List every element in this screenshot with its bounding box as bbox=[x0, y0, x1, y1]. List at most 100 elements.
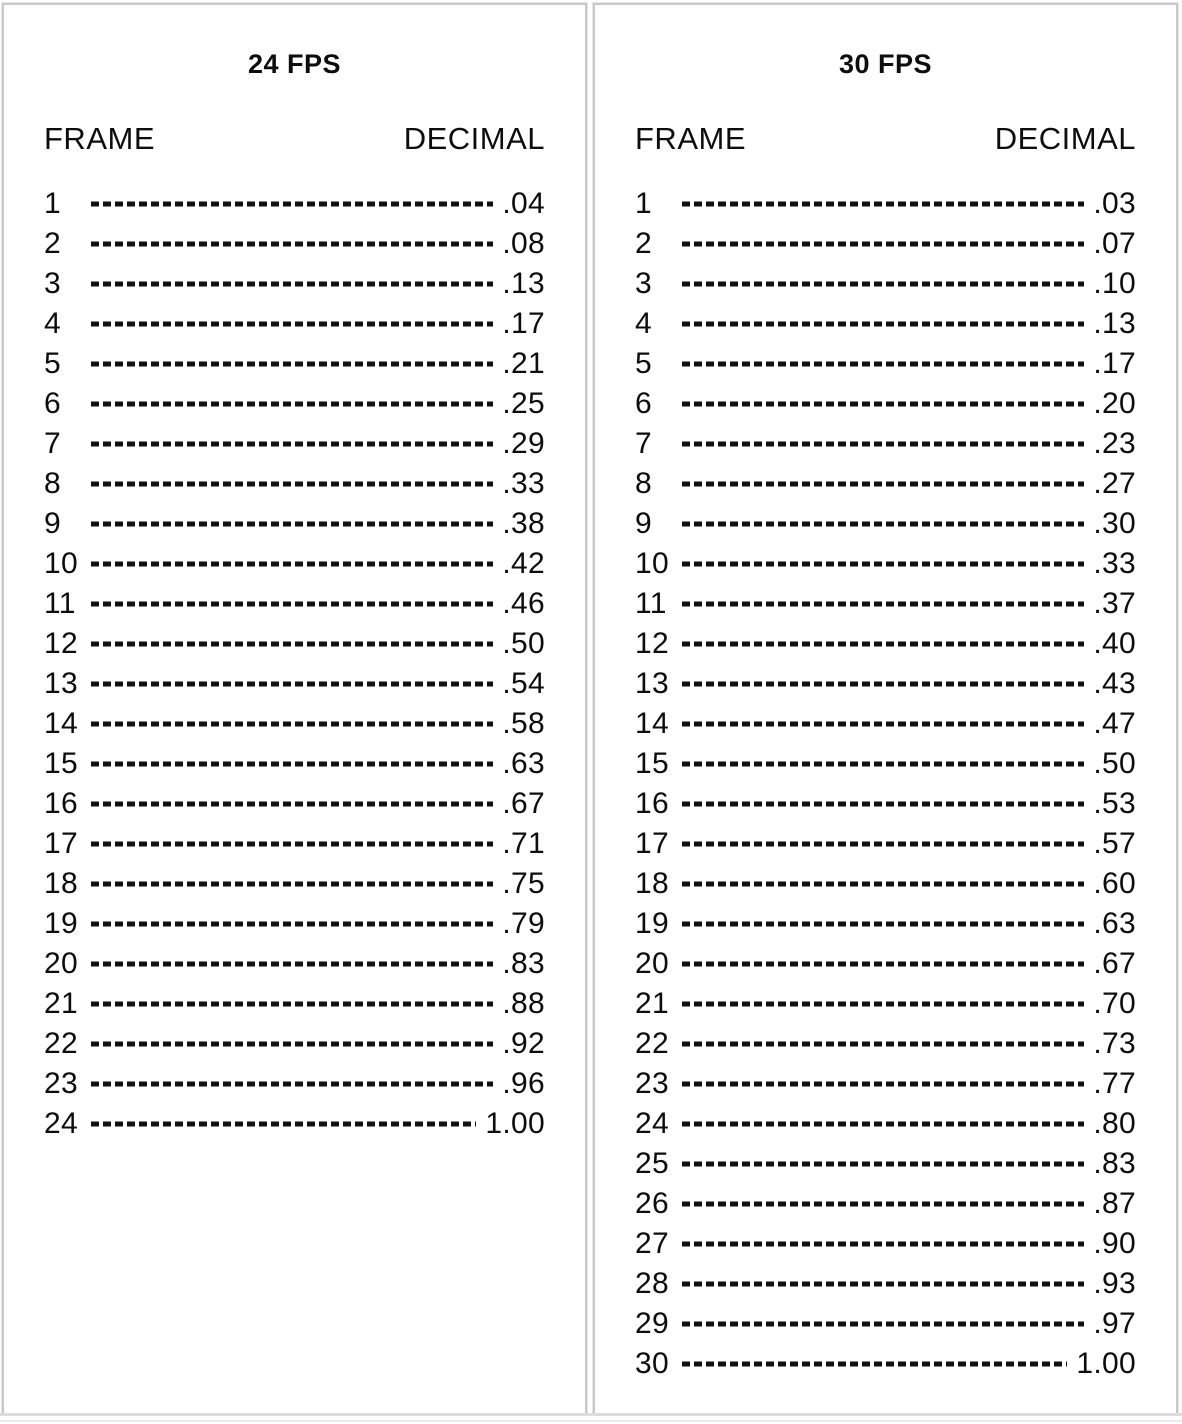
row-frame-number: 19 bbox=[635, 907, 669, 940]
conversion-row: 22.73 bbox=[635, 1024, 1136, 1064]
column-header-decimal: DECIMAL bbox=[994, 121, 1136, 156]
row-decimal-value: 1.00 bbox=[1076, 1347, 1136, 1380]
conversion-row: 17.57 bbox=[635, 824, 1136, 864]
row-decimal-value: .50 bbox=[502, 627, 545, 660]
conversion-row: 8.27 bbox=[635, 464, 1136, 504]
row-dashed-leader bbox=[682, 1229, 1084, 1259]
conversion-row: 11.37 bbox=[635, 584, 1136, 624]
row-decimal-value: .13 bbox=[1093, 307, 1136, 340]
row-decimal-value: .46 bbox=[502, 587, 545, 620]
row-decimal-value: .33 bbox=[1093, 547, 1136, 580]
row-dashed-leader bbox=[91, 709, 493, 739]
row-decimal-value: .08 bbox=[502, 227, 545, 260]
row-dashed-leader bbox=[91, 389, 493, 419]
row-frame-number: 10 bbox=[635, 547, 669, 580]
row-dashed-leader bbox=[682, 1349, 1067, 1379]
row-dashed-leader bbox=[91, 829, 493, 859]
conversion-row: 4.13 bbox=[635, 304, 1136, 344]
row-decimal-value: .23 bbox=[1093, 427, 1136, 460]
row-decimal-value: .40 bbox=[1093, 627, 1136, 660]
row-dashed-leader bbox=[682, 429, 1084, 459]
conversion-row: 18.75 bbox=[44, 864, 545, 904]
row-frame-number: 15 bbox=[44, 747, 78, 780]
row-frame-number: 7 bbox=[44, 427, 61, 460]
conversion-row: 13.43 bbox=[635, 664, 1136, 704]
row-frame-number: 16 bbox=[635, 787, 669, 820]
row-decimal-value: .43 bbox=[1093, 667, 1136, 700]
conversion-row-list-30: 1.03 2.07 3.10 4.13 5.17 6.20 7.23 8.27 9.30 10.3… bbox=[635, 184, 1136, 1384]
row-decimal-value: .50 bbox=[1093, 747, 1136, 780]
row-dashed-leader bbox=[682, 1189, 1084, 1219]
row-decimal-value: .73 bbox=[1093, 1027, 1136, 1060]
row-dashed-leader bbox=[91, 789, 493, 819]
conversion-row: 2.08 bbox=[44, 224, 545, 264]
row-decimal-value: .87 bbox=[1093, 1187, 1136, 1220]
row-dashed-leader bbox=[682, 269, 1084, 299]
row-decimal-value: .90 bbox=[1093, 1227, 1136, 1260]
panel-title-30fps: 30 FPS bbox=[838, 49, 933, 79]
row-dashed-leader bbox=[682, 829, 1084, 859]
row-dashed-leader bbox=[682, 1069, 1084, 1099]
row-frame-number: 6 bbox=[44, 387, 61, 420]
conversion-row: 24.80 bbox=[635, 1104, 1136, 1144]
row-frame-number: 7 bbox=[635, 427, 652, 460]
conversion-row: 11.46 bbox=[44, 584, 545, 624]
row-dashed-leader bbox=[682, 709, 1084, 739]
row-dashed-leader bbox=[91, 269, 493, 299]
row-dashed-leader bbox=[682, 869, 1084, 899]
row-frame-number: 17 bbox=[635, 827, 669, 860]
row-dashed-leader bbox=[682, 389, 1084, 419]
row-decimal-value: .42 bbox=[502, 547, 545, 580]
row-frame-number: 22 bbox=[635, 1027, 669, 1060]
row-frame-number: 11 bbox=[635, 587, 667, 620]
row-frame-number: 14 bbox=[635, 707, 669, 740]
conversion-row: 29.97 bbox=[635, 1304, 1136, 1344]
row-decimal-value: .37 bbox=[1093, 587, 1136, 620]
row-frame-number: 21 bbox=[635, 987, 669, 1020]
row-dashed-leader bbox=[682, 1309, 1084, 1339]
row-dashed-leader bbox=[91, 189, 493, 219]
row-decimal-value: .20 bbox=[1093, 387, 1136, 420]
row-frame-number: 14 bbox=[44, 707, 78, 740]
row-decimal-value: .58 bbox=[502, 707, 545, 740]
row-decimal-value: .57 bbox=[1093, 827, 1136, 860]
row-frame-number: 30 bbox=[635, 1347, 669, 1380]
row-decimal-value: .77 bbox=[1093, 1067, 1136, 1100]
column-header-frame: FRAME bbox=[44, 121, 155, 156]
conversion-row: 14.58 bbox=[44, 704, 545, 744]
row-dashed-leader bbox=[682, 629, 1084, 659]
conversion-row: 9.38 bbox=[44, 504, 545, 544]
row-dashed-leader bbox=[682, 909, 1084, 939]
row-frame-number: 2 bbox=[44, 227, 61, 260]
row-frame-number: 29 bbox=[635, 1307, 669, 1340]
row-decimal-value: .96 bbox=[502, 1067, 545, 1100]
row-frame-number: 8 bbox=[635, 467, 652, 500]
row-dashed-leader bbox=[91, 1069, 493, 1099]
row-dashed-leader bbox=[91, 229, 493, 259]
row-decimal-value: .79 bbox=[502, 907, 545, 940]
row-decimal-value: .67 bbox=[1093, 947, 1136, 980]
row-decimal-value: 1.00 bbox=[485, 1107, 545, 1140]
conversion-row: 17.71 bbox=[44, 824, 545, 864]
row-frame-number: 9 bbox=[635, 507, 652, 540]
conversion-row: 23.96 bbox=[44, 1064, 545, 1104]
row-dashed-leader bbox=[682, 949, 1084, 979]
conversion-row: 28.93 bbox=[635, 1264, 1136, 1304]
row-frame-number: 12 bbox=[635, 627, 669, 660]
row-dashed-leader bbox=[91, 549, 493, 579]
row-decimal-value: .21 bbox=[502, 347, 545, 380]
row-decimal-value: .54 bbox=[502, 667, 545, 700]
conversion-row: 22.92 bbox=[44, 1024, 545, 1064]
conversion-row: 9.30 bbox=[635, 504, 1136, 544]
conversion-row: 12.40 bbox=[635, 624, 1136, 664]
row-dashed-leader bbox=[91, 309, 493, 339]
row-dashed-leader bbox=[91, 509, 493, 539]
conversion-row: 12.50 bbox=[44, 624, 545, 664]
conversion-row: 16.67 bbox=[44, 784, 545, 824]
row-frame-number: 12 bbox=[44, 627, 78, 660]
conversion-row: 1.03 bbox=[635, 184, 1136, 224]
fps-panel-30: 30 FPS FRAME DECIMAL 1.03 2.07 3.10 4.13 5.1… bbox=[592, 2, 1179, 1416]
conversion-row: 25.83 bbox=[635, 1144, 1136, 1184]
conversion-row: 10.33 bbox=[635, 544, 1136, 584]
row-decimal-value: .88 bbox=[502, 987, 545, 1020]
